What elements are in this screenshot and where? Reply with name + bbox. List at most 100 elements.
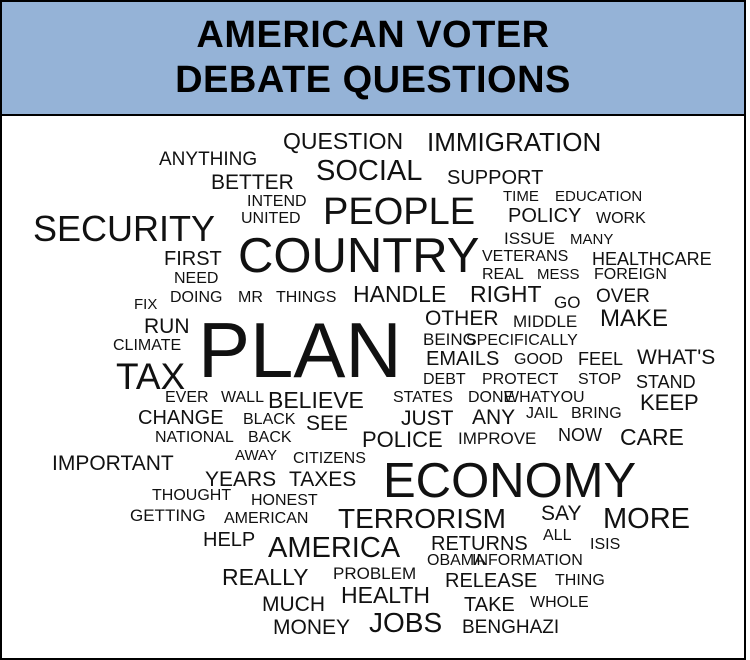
cloud-word-health: HEALTH bbox=[341, 582, 431, 608]
cloud-word-returns: RETURNS bbox=[431, 533, 528, 555]
cloud-word-question: QUESTION bbox=[283, 128, 404, 154]
cloud-word-jail: JAIL bbox=[526, 405, 559, 422]
cloud-word-important: IMPORTANT bbox=[52, 452, 174, 475]
cloud-word-healthcare: HEALTHCARE bbox=[592, 249, 712, 269]
cloud-word-obama: OBAMA bbox=[427, 552, 485, 569]
cloud-word-much: MUCH bbox=[262, 593, 325, 616]
cloud-word-many: MANY bbox=[570, 231, 614, 248]
cloud-word-money: MONEY bbox=[273, 616, 351, 639]
cloud-word-just: JUST bbox=[401, 407, 454, 430]
cloud-word-fix: FIX bbox=[134, 296, 158, 313]
cloud-word-honest: HONEST bbox=[251, 492, 318, 509]
cloud-word-united: UNITED bbox=[241, 210, 301, 227]
cloud-word-care: CARE bbox=[620, 424, 684, 450]
cloud-word-need: NEED bbox=[174, 270, 219, 287]
cloud-word-debt: DEBT bbox=[423, 371, 466, 388]
cloud-word-isis: ISIS bbox=[590, 536, 621, 553]
cloud-word-country: COUNTRY bbox=[238, 229, 480, 283]
cloud-word-years: YEARS bbox=[205, 468, 277, 491]
cloud-word-information: INFORMATION bbox=[472, 552, 583, 569]
cloud-word-release: RELEASE bbox=[445, 570, 538, 592]
cloud-word-support: SUPPORT bbox=[447, 167, 544, 189]
cloud-word-black: BLACK bbox=[243, 411, 296, 428]
cloud-word-thing: THING bbox=[555, 572, 605, 589]
cloud-word-real: REAL bbox=[482, 266, 524, 283]
cloud-word-issue: ISSUE bbox=[504, 229, 556, 248]
cloud-word-keep: KEEP bbox=[640, 390, 699, 415]
cloud-word-say: SAY bbox=[541, 502, 582, 525]
title-banner: AMERICAN VOTER DEBATE QUESTIONS bbox=[2, 2, 744, 116]
cloud-word-climate: CLIMATE bbox=[113, 337, 182, 354]
cloud-word-good: GOOD bbox=[514, 351, 563, 368]
cloud-word-taxes: TAXES bbox=[289, 468, 357, 491]
cloud-word-national: NATIONAL bbox=[155, 429, 234, 446]
cloud-word-people: PEOPLE bbox=[323, 191, 476, 233]
cloud-word-really: REALLY bbox=[222, 564, 309, 590]
cloud-word-protect: PROTECT bbox=[482, 371, 559, 388]
cloud-word-mess: MESS bbox=[537, 266, 580, 283]
cloud-word-getting: GETTING bbox=[130, 506, 206, 525]
cloud-word-terrorism: TERRORISM bbox=[338, 503, 506, 534]
cloud-word-doing: DOING bbox=[170, 289, 223, 306]
cloud-word-security: SECURITY bbox=[33, 208, 216, 249]
cloud-word-specifically: SPECIFICALLY bbox=[466, 332, 578, 349]
cloud-word-thought: THOUGHT bbox=[152, 487, 232, 504]
cloud-word-plan: PLAN bbox=[198, 306, 402, 394]
cloud-word-tax: TAX bbox=[116, 356, 186, 397]
cloud-word-mr: MR bbox=[238, 289, 263, 306]
cloud-word-over: OVER bbox=[596, 286, 650, 307]
cloud-word-states: STATES bbox=[393, 389, 453, 406]
cloud-word-back: BACK bbox=[248, 429, 292, 446]
cloud-word-emails: EMAILS bbox=[426, 348, 500, 370]
cloud-word-believe: BELIEVE bbox=[268, 387, 364, 413]
cloud-word-problem: PROBLEM bbox=[333, 564, 417, 583]
cloud-word-economy: ECONOMY bbox=[383, 454, 637, 508]
cloud-word-go: GO bbox=[554, 293, 581, 312]
cloud-word-jobs: JOBS bbox=[369, 607, 443, 638]
cloud-word-whatyou: WHATYOU bbox=[504, 389, 585, 406]
cloud-word-whole: WHOLE bbox=[530, 594, 589, 611]
cloud-word-first: FIRST bbox=[164, 248, 222, 270]
cloud-word-improve: IMPROVE bbox=[458, 429, 537, 448]
cloud-word-time: TIME bbox=[503, 188, 539, 205]
cloud-word-make: MAKE bbox=[600, 305, 669, 332]
cloud-word-stand: STAND bbox=[636, 372, 696, 392]
cloud-word-change: CHANGE bbox=[138, 407, 224, 429]
cloud-word-anything: ANYTHING bbox=[159, 149, 258, 170]
cloud-word-intend: INTEND bbox=[247, 193, 307, 210]
cloud-word-police: POLICE bbox=[362, 427, 443, 452]
cloud-word-better: BETTER bbox=[211, 171, 294, 194]
cloud-word-help: HELP bbox=[203, 529, 256, 551]
cloud-word-away: AWAY bbox=[235, 447, 277, 464]
cloud-word-wall: WALL bbox=[221, 389, 264, 406]
cloud-word-social: SOCIAL bbox=[316, 155, 423, 187]
cloud-word-things: THINGS bbox=[276, 289, 337, 306]
cloud-word-work: WORK bbox=[596, 210, 646, 227]
cloud-word-stop: STOP bbox=[578, 371, 622, 388]
cloud-word-american: AMERICAN bbox=[224, 510, 309, 527]
cloud-word-run: RUN bbox=[144, 315, 190, 338]
cloud-word-policy: POLICY bbox=[508, 205, 582, 227]
cloud-word-bring: BRING bbox=[571, 405, 622, 422]
cloud-word-education: EDUCATION bbox=[555, 188, 643, 205]
cloud-word-other: OTHER bbox=[425, 307, 499, 330]
cloud-word-more: MORE bbox=[603, 503, 690, 535]
cloud-word-citizens: CITIZENS bbox=[293, 450, 366, 467]
cloud-word-see: SEE bbox=[306, 412, 349, 435]
cloud-word-veterans: VETERANS bbox=[482, 248, 569, 265]
cloud-word-handle: HANDLE bbox=[353, 281, 447, 307]
title-line-2: DEBATE QUESTIONS bbox=[175, 59, 571, 101]
cloud-word-any: ANY bbox=[472, 406, 516, 429]
cloud-word-ever: EVER bbox=[165, 389, 209, 406]
cloud-word-benghazi: BENGHAZI bbox=[462, 617, 560, 638]
cloud-word-america: AMERICA bbox=[268, 532, 401, 564]
cloud-word-middle: MIDDLE bbox=[513, 312, 578, 331]
cloud-word-now: NOW bbox=[558, 425, 602, 445]
title-line-1: AMERICAN VOTER bbox=[196, 14, 550, 56]
cloud-word-immigration: IMMIGRATION bbox=[427, 127, 602, 157]
cloud-word-feel: FEEL bbox=[578, 349, 624, 369]
cloud-word-what-s: WHAT'S bbox=[637, 346, 716, 369]
cloud-word-foreign: FOREIGN bbox=[594, 266, 667, 283]
